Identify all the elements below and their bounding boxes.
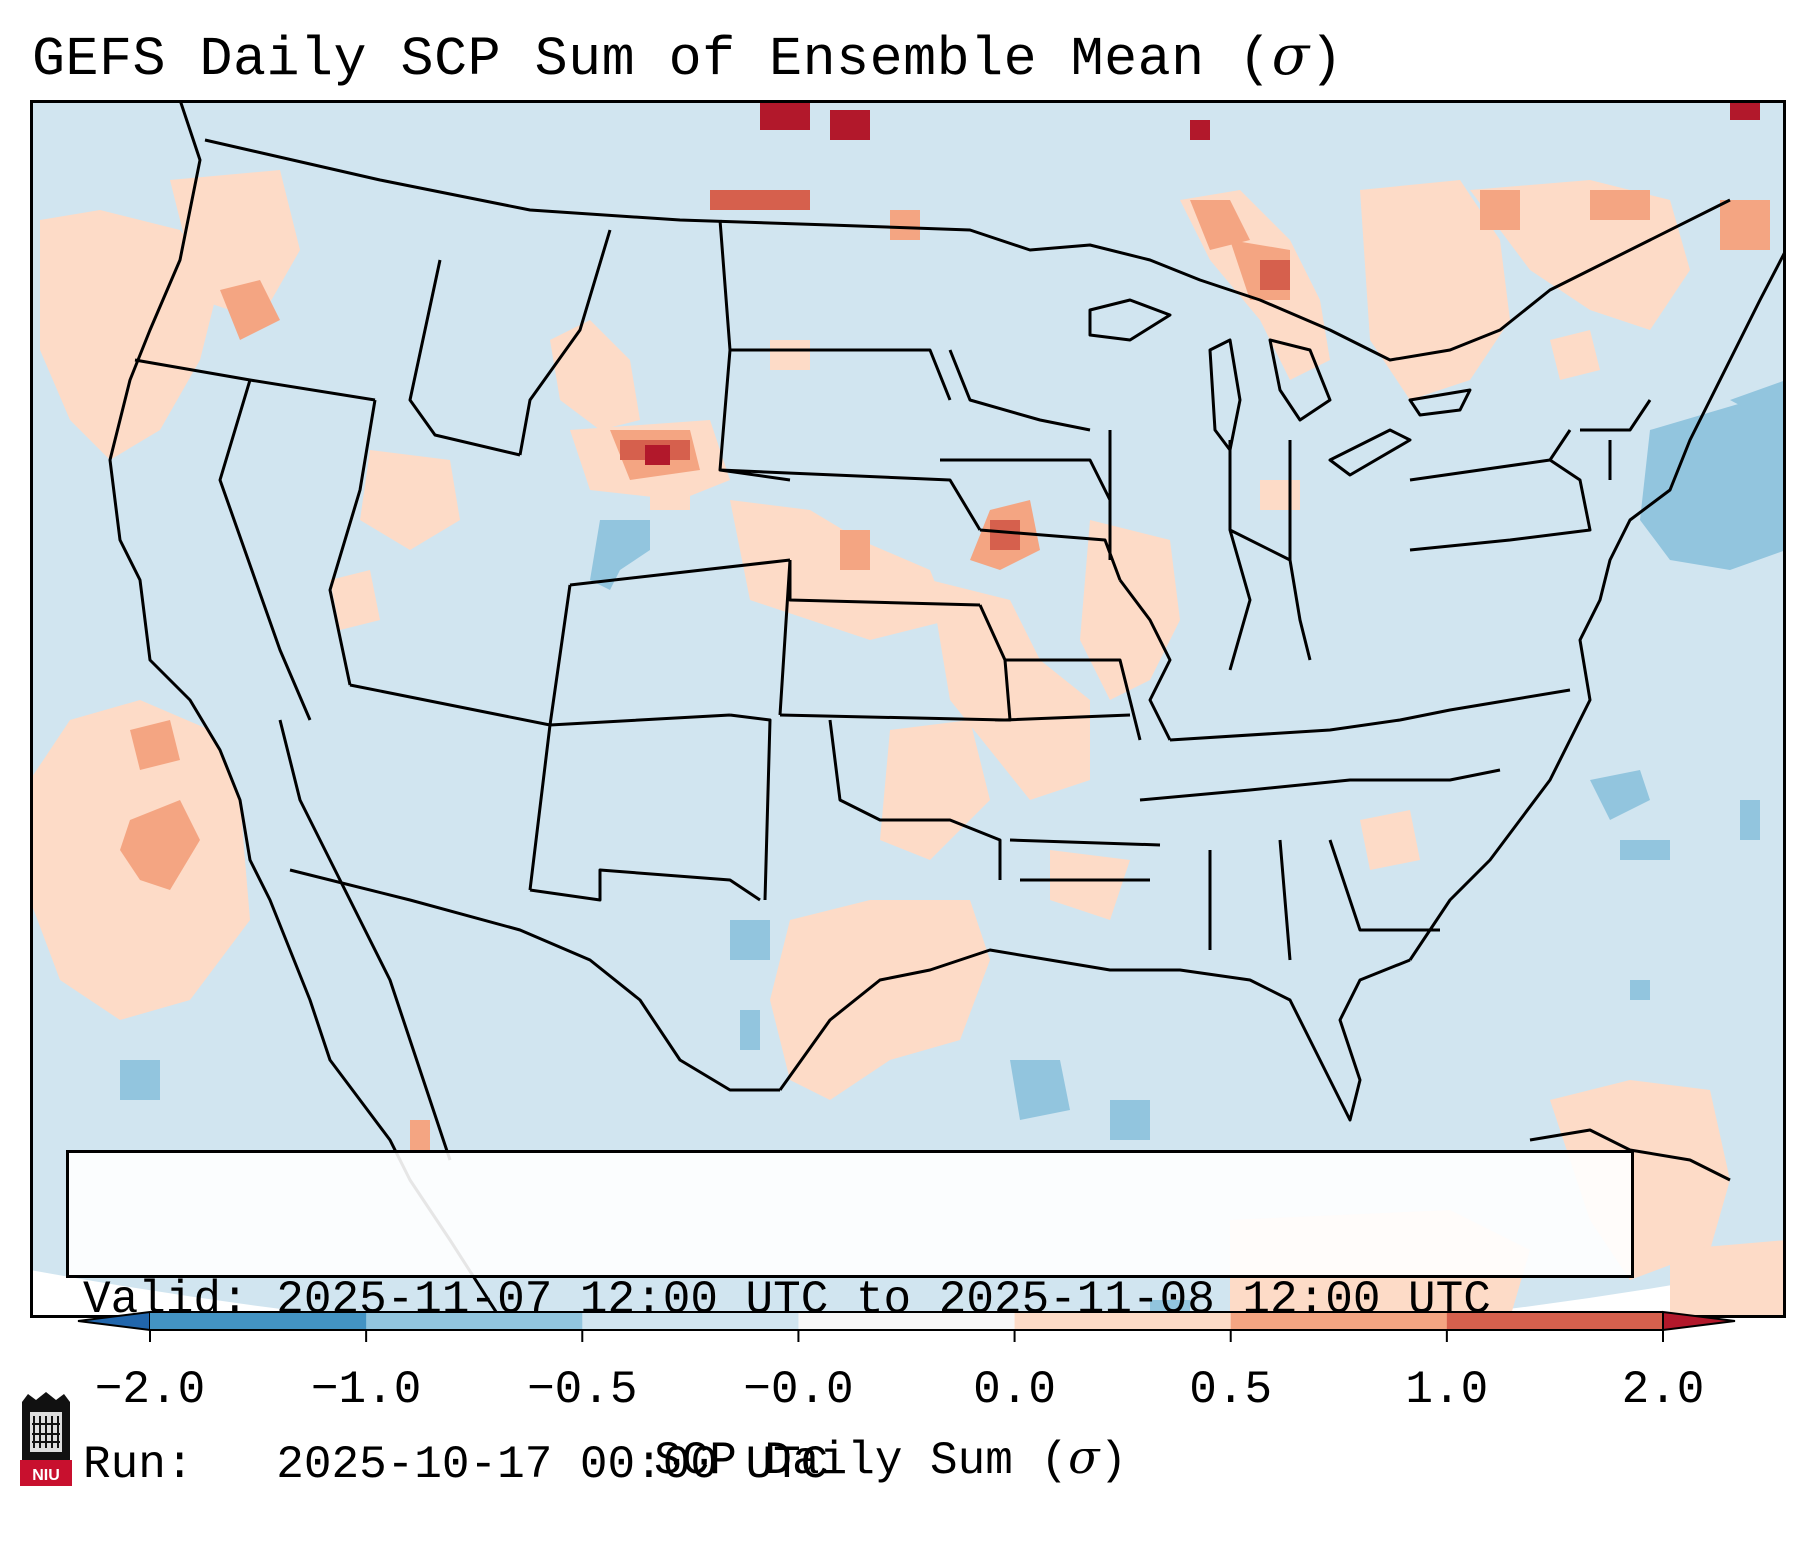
colorbar-over-arrow — [1662, 1310, 1736, 1332]
colorbar-bin — [366, 1312, 583, 1330]
weak-negative-areas — [120, 380, 1786, 1318]
title-text: GEFS Daily SCP Sum of Ensemble Mean ( — [32, 28, 1272, 91]
extreme-positive-areas — [645, 100, 1760, 465]
colorbar-bin — [1446, 1312, 1664, 1330]
lake-michigan — [1208, 338, 1242, 452]
valid-run-legend: Valid: 2025-11-07 12:00 UTC to 2025-11-0… — [66, 1150, 1634, 1491]
colorbar-bin — [798, 1312, 1016, 1330]
colorbar-bin — [582, 1312, 799, 1330]
colorbar-tick-label: −0.5 — [527, 1364, 638, 1416]
title-close: ) — [1309, 28, 1344, 91]
run-row: Run: 2025-10-17 00:00 UTC — [83, 1438, 1617, 1493]
colorbar-tick-label: −1.0 — [310, 1364, 422, 1416]
state-lines-central — [940, 349, 1172, 882]
state-lines-east — [1139, 440, 1571, 961]
run-value: 2025-10-17 00:00 UTC — [276, 1439, 829, 1491]
colorbar-label-text: SCP Daily Sum ( — [654, 1435, 1069, 1487]
colorbar-bin — [1230, 1312, 1448, 1330]
lake-erie — [1328, 428, 1412, 477]
scp-map — [30, 100, 1786, 1318]
colorbar-tick-label: −2.0 — [94, 1364, 206, 1416]
baja-peninsula — [278, 719, 452, 1161]
state-lines-west — [134, 259, 792, 902]
logo-text: NIU — [32, 1467, 60, 1484]
run-label: Run: — [83, 1439, 194, 1491]
mexico-border — [289, 868, 780, 1092]
us-canada-border — [204, 138, 1731, 362]
colorbar-tick-label: 0.0 — [973, 1364, 1056, 1416]
colorbar-label: SCP Daily Sum (σ) — [654, 1428, 1127, 1490]
colorbar-tick-label: −0.0 — [743, 1364, 854, 1416]
weak-positive-areas — [30, 170, 1786, 1318]
colorbar-tick-label: 2.0 — [1621, 1364, 1705, 1416]
colorbar-label-sigma: σ — [1068, 1430, 1100, 1484]
colorbar-bin — [1014, 1312, 1232, 1330]
state-lines-northeast — [1409, 399, 1652, 552]
title-sigma: σ — [1271, 23, 1310, 87]
gulf-coast — [778, 948, 1411, 1122]
lake-huron — [1268, 338, 1332, 422]
colorbar-frame — [150, 1311, 1663, 1331]
colorbar-tick-label: 1.0 — [1405, 1364, 1489, 1416]
colorbar-label-close: ) — [1099, 1435, 1128, 1487]
strong-positive-areas — [620, 190, 1290, 550]
great-lakes — [1088, 298, 1172, 342]
field-background — [30, 100, 1786, 1318]
colorbar-bin — [150, 1312, 367, 1330]
colorbar-tick-label: 0.5 — [1189, 1364, 1273, 1416]
colorbar — [77, 1310, 1736, 1342]
colorbar-under-arrow — [77, 1310, 151, 1332]
east-coast — [1408, 249, 1786, 961]
west-coast — [108, 100, 502, 1318]
lake-ontario — [1408, 388, 1472, 417]
map-title: GEFS Daily SCP Sum of Ensemble Mean (σ) — [32, 22, 1343, 93]
niu-logo: NIU — [20, 1392, 72, 1486]
state-lines-plains — [518, 219, 1012, 880]
boundaries — [108, 100, 1786, 1318]
